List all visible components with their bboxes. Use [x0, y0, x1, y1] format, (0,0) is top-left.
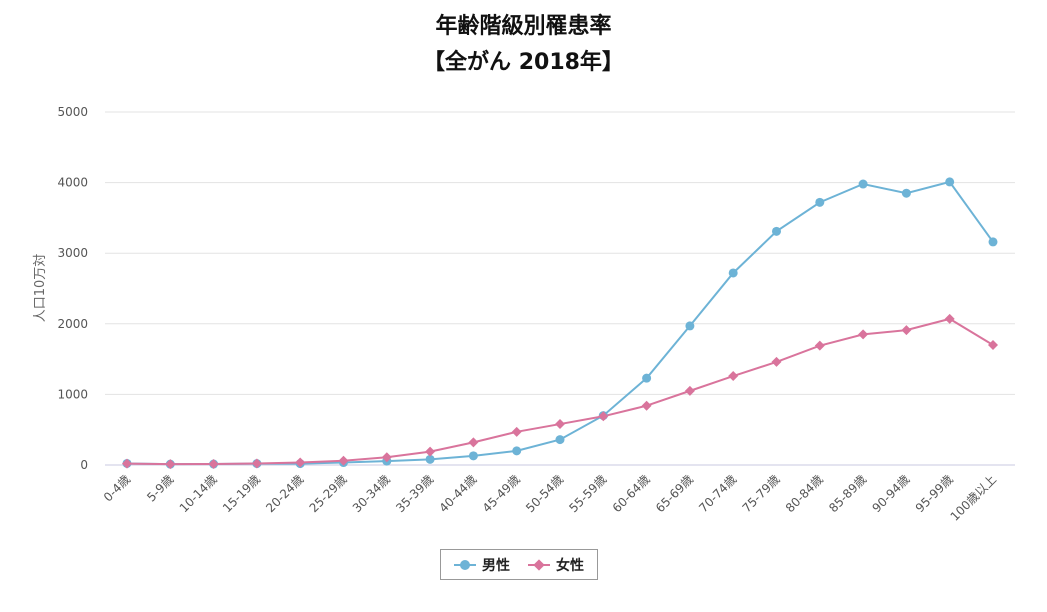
data-point[interactable]	[295, 457, 306, 468]
x-tick-label: 10-14歳	[177, 472, 220, 515]
x-tick-label: 55-59歳	[566, 472, 609, 515]
x-tick-label: 65-69歳	[653, 472, 696, 515]
x-tick-label: 40-44歳	[436, 472, 479, 515]
data-point[interactable]	[642, 373, 652, 383]
x-tick-label: 100歳以上	[948, 472, 1000, 524]
x-tick-label: 60-64歳	[610, 472, 653, 515]
x-tick-label: 80-84歳	[783, 472, 826, 515]
data-point[interactable]	[122, 458, 132, 469]
data-point[interactable]	[814, 340, 825, 351]
legend-item-female[interactable]: 女性	[528, 555, 584, 575]
data-point[interactable]	[771, 356, 782, 367]
y-tick-label: 0	[80, 458, 88, 472]
data-point[interactable]	[988, 237, 998, 247]
data-point[interactable]	[945, 177, 955, 187]
data-point[interactable]	[988, 339, 998, 350]
data-point[interactable]	[555, 419, 565, 430]
data-point[interactable]	[944, 313, 955, 324]
y-tick-label: 2000	[57, 317, 88, 331]
x-tick-label: 95-99歳	[913, 472, 956, 515]
data-point[interactable]	[165, 459, 176, 470]
x-tick-label: 15-19歳	[220, 472, 263, 515]
x-tick-label: 75-79歳	[740, 472, 783, 515]
data-point[interactable]	[425, 446, 436, 457]
y-tick-label: 5000	[57, 105, 88, 119]
data-point[interactable]	[338, 455, 349, 466]
data-point[interactable]	[901, 188, 911, 198]
data-point[interactable]	[598, 411, 609, 422]
x-tick-label: 25-29歳	[307, 472, 350, 515]
x-tick-label: 70-74歳	[696, 472, 739, 515]
data-point[interactable]	[208, 459, 219, 470]
x-tick-label: 45-49歳	[480, 472, 523, 515]
data-point[interactable]	[555, 435, 565, 445]
data-point[interactable]	[381, 452, 392, 463]
x-tick-label: 85-89歳	[826, 472, 869, 515]
y-tick-label: 4000	[57, 176, 88, 190]
y-tick-label: 3000	[57, 246, 88, 260]
chart-subtitle: 【全がん 2018年】	[423, 50, 624, 75]
data-point[interactable]	[641, 400, 652, 411]
chart-title: 年齢階級別罹患率	[435, 14, 612, 39]
x-tick-label: 30-34歳	[350, 472, 393, 515]
data-point[interactable]	[728, 371, 739, 382]
legend-item-male[interactable]: 男性	[454, 555, 510, 575]
y-axis-label: 人口10万対	[33, 254, 48, 323]
x-tick-label: 50-54歳	[523, 472, 566, 515]
data-point[interactable]	[512, 446, 522, 456]
legend-diamond-icon	[528, 558, 550, 571]
x-tick-label: 5-9歳	[144, 472, 176, 504]
legend-label-female: 女性	[556, 557, 584, 574]
data-point[interactable]	[684, 385, 695, 396]
data-point[interactable]	[685, 321, 695, 331]
x-tick-label: 20-24歳	[263, 472, 306, 515]
x-tick-label: 90-94歳	[869, 472, 912, 515]
data-point[interactable]	[858, 329, 869, 340]
x-tick-label: 35-39歳	[393, 472, 436, 515]
data-point[interactable]	[901, 325, 912, 336]
data-point[interactable]	[468, 451, 478, 461]
legend-label-male: 男性	[482, 557, 510, 574]
data-point[interactable]	[772, 226, 781, 236]
data-point[interactable]	[815, 197, 825, 207]
x-tick-label: 0-4歳	[101, 472, 133, 504]
data-point[interactable]	[511, 426, 522, 437]
data-point[interactable]	[858, 179, 868, 189]
data-point[interactable]	[728, 268, 738, 278]
data-point[interactable]	[425, 454, 435, 464]
y-tick-label: 1000	[57, 387, 88, 401]
data-point[interactable]	[251, 458, 262, 469]
data-point[interactable]	[468, 437, 479, 448]
legend: 男性 女性	[440, 549, 598, 580]
legend-circle-icon	[454, 559, 476, 571]
